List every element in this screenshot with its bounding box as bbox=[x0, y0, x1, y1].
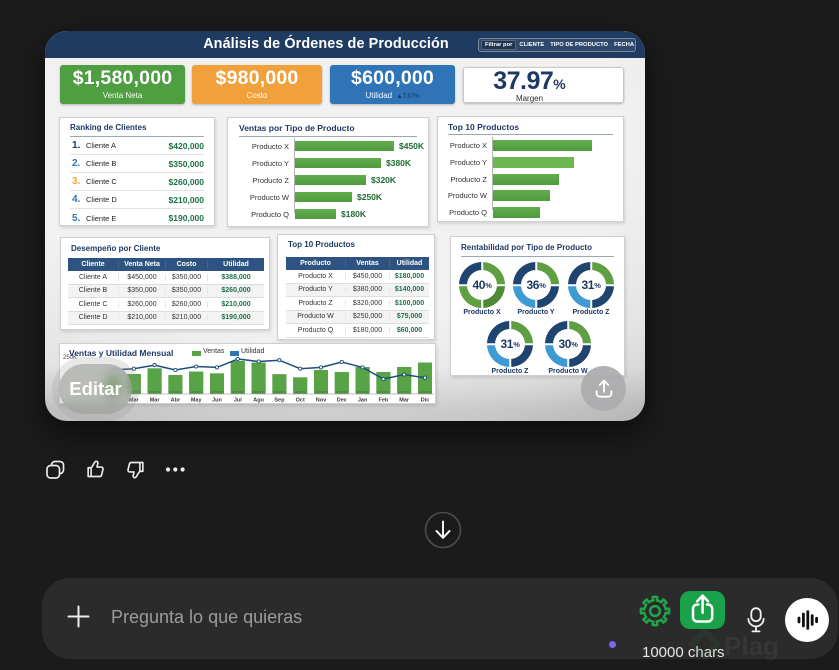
svg-text:Nov: Nov bbox=[316, 398, 327, 404]
svg-text:Abr: Abr bbox=[171, 398, 181, 404]
svg-text:May: May bbox=[191, 398, 203, 404]
svg-text:Oct: Oct bbox=[296, 398, 305, 404]
svg-text:Ago: Ago bbox=[253, 398, 264, 404]
svg-text:Sep: Sep bbox=[274, 398, 285, 404]
svg-text:Feb: Feb bbox=[379, 398, 389, 404]
svg-text:Jun: Jun bbox=[212, 398, 222, 404]
svg-text:Mar: Mar bbox=[150, 398, 161, 404]
svg-text:Jan: Jan bbox=[358, 398, 368, 404]
svg-text:Dec: Dec bbox=[337, 398, 347, 404]
svg-text:Mar: Mar bbox=[399, 398, 410, 404]
svg-text:Jul: Jul bbox=[234, 398, 242, 404]
svg-text:Dic: Dic bbox=[421, 398, 430, 404]
svg-text:Mar: Mar bbox=[129, 398, 140, 404]
